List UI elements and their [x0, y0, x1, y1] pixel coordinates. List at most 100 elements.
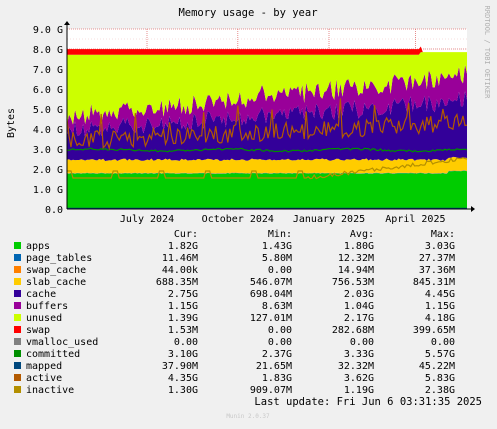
apps-area [67, 170, 467, 209]
legend-value: 1.80G [344, 241, 374, 252]
swap-area [67, 46, 467, 55]
legend-value: 4.45G [425, 289, 455, 300]
legend-value: 0.00 [268, 325, 292, 336]
last-update: Last update: Fri Jun 6 03:31:35 2025 [254, 396, 482, 408]
y-tick-label: 6.0 G [33, 85, 63, 96]
y-tick-label: 3.0 G [33, 145, 63, 156]
y-tick-label: 5.0 G [33, 105, 63, 116]
committed-line [66, 147, 468, 153]
legend-swatch [14, 338, 21, 345]
legend-value: 0.00 [174, 337, 198, 348]
unused-area [67, 52, 467, 125]
x-tick-label: October 2024 [202, 214, 274, 225]
legend-value: 5.80M [262, 253, 292, 264]
legend-swatch [14, 314, 21, 321]
legend-value: 698.04M [250, 289, 292, 300]
legend-swatch [14, 386, 21, 393]
legend-value: 11.46M [162, 253, 198, 264]
y-axis-arrow [64, 21, 70, 25]
legend-value: 5.83G [425, 373, 455, 384]
legend-swatch [14, 362, 21, 369]
legend-value: 282.68M [332, 325, 374, 336]
y-tick-label: 2.0 G [33, 165, 63, 176]
legend-value: 3.10G [168, 349, 198, 360]
legend-value: 0.00 [268, 337, 292, 348]
legend-value: 2.03G [344, 289, 374, 300]
legend-series-name: unused [26, 313, 62, 324]
legend-value: 2.17G [344, 313, 374, 324]
legend-value: 21.65M [256, 361, 292, 372]
legend-value: 14.94M [338, 265, 374, 276]
legend-value: 3.03G [425, 241, 455, 252]
legend-value: 1.83G [262, 373, 292, 384]
legend-swatch [14, 290, 21, 297]
legend-swatch [14, 278, 21, 285]
legend-series-name: apps [26, 241, 50, 252]
legend-series-name: page_tables [26, 253, 92, 264]
legend-value: 4.35G [168, 373, 198, 384]
legend-value: 37.90M [162, 361, 198, 372]
data-series [66, 46, 468, 209]
legend-swatch [14, 254, 21, 261]
y-tick-label: 1.0 G [33, 185, 63, 196]
legend-value: 127.01M [250, 313, 292, 324]
legend-value: 8.63M [262, 301, 292, 312]
legend-value: 32.32M [338, 361, 374, 372]
legend-value: 0.00 [431, 337, 455, 348]
cache-area [67, 91, 467, 161]
legend-series-name: cache [26, 289, 56, 300]
legend-value: 909.07M [250, 385, 292, 396]
legend-value: 688.35M [156, 277, 198, 288]
x-tick-label: April 2025 [385, 214, 445, 225]
legend-value: 2.75G [168, 289, 198, 300]
legend-value: 546.07M [250, 277, 292, 288]
legend-column-header: Min: [268, 229, 292, 240]
y-tick-label: 7.0 G [33, 65, 63, 76]
y-tick-label: 9.0 G [33, 25, 63, 36]
rrdtool-credit: RRDTOOL / TOBI OETIKER [483, 6, 491, 100]
chart-title: Memory usage - by year [178, 7, 317, 19]
legend-value: 399.65M [413, 325, 455, 336]
y-tick-label: 4.0 G [33, 125, 63, 136]
legend-value: 1.39G [168, 313, 198, 324]
legend-table: Cur: Min: Avg: Max: apps 1.82G 1.43G 1.80G 3.03G… [14, 229, 455, 396]
legend-column-header: Max: [431, 229, 455, 240]
legend-series-name: swap [26, 325, 50, 336]
legend-series-name: mapped [26, 361, 62, 372]
legend-value: 37.36M [419, 265, 455, 276]
legend-value: 756.53M [332, 277, 374, 288]
legend-column-header: Avg: [350, 229, 374, 240]
legend-series-name: active [26, 373, 62, 384]
swap-cache-area [67, 170, 467, 174]
legend-column-header: Cur: [174, 229, 198, 240]
y-tick-label: 0.0 [45, 205, 63, 216]
x-axis-arrow [471, 206, 475, 212]
legend-value: 1.43G [262, 241, 292, 252]
legend-swatch [14, 242, 21, 249]
munin-version: Munin 2.0.37 [226, 413, 270, 420]
legend-value: 1.04G [344, 301, 374, 312]
legend-series-name: vmalloc_used [26, 337, 98, 348]
legend-value: 1.30G [168, 385, 198, 396]
legend-value: 1.82G [168, 241, 198, 252]
legend-value: 5.57G [425, 349, 455, 360]
legend-value: 27.37M [419, 253, 455, 264]
legend-value: 2.37G [262, 349, 292, 360]
legend-value: 1.15G [425, 301, 455, 312]
active-line [66, 98, 468, 151]
legend-value: 1.15G [168, 301, 198, 312]
legend-value: 845.31M [413, 277, 455, 288]
legend-value: 3.33G [344, 349, 374, 360]
y-tick-label: 8.0 G [33, 45, 63, 56]
inactive-line [67, 157, 468, 180]
legend-value: 0.00 [268, 265, 292, 276]
legend-value: 2.38G [425, 385, 455, 396]
legend-value: 3.62G [344, 373, 374, 384]
legend-swatch [14, 302, 21, 309]
legend-swatch [14, 266, 21, 273]
x-tick-label: January 2025 [293, 214, 365, 225]
legend-swatch [14, 374, 21, 381]
legend-value: 4.18G [425, 313, 455, 324]
legend-swatch [14, 326, 21, 333]
